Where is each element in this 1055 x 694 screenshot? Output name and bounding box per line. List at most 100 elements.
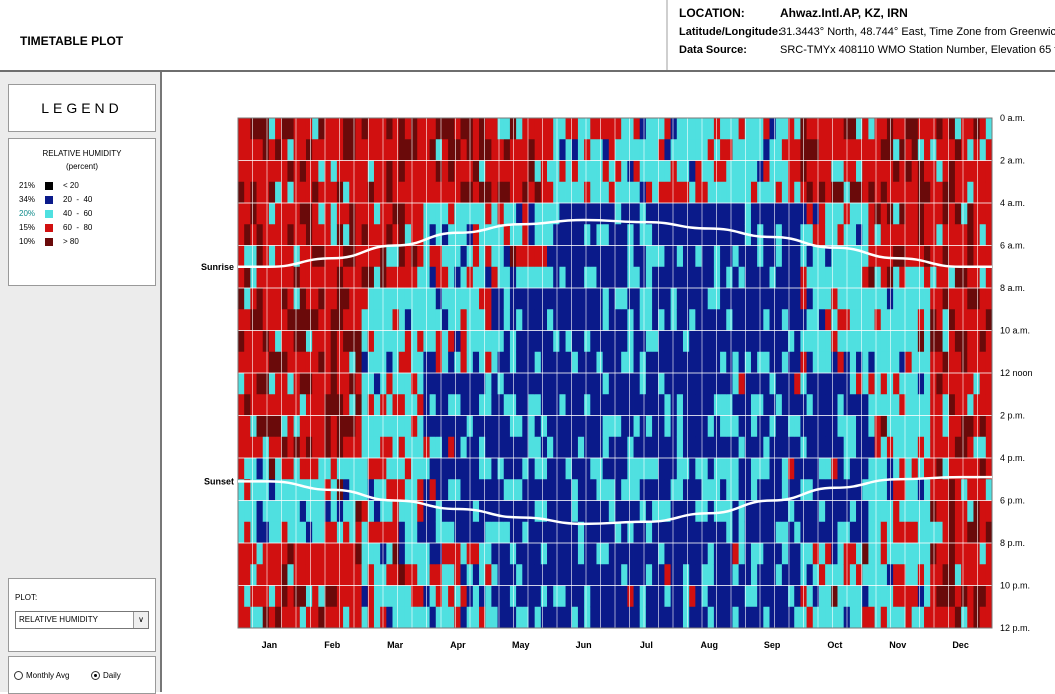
heatmap-cell — [831, 394, 838, 416]
heatmap-cell — [701, 203, 709, 225]
heatmap-cell — [825, 479, 832, 501]
heatmap-cell — [862, 245, 869, 268]
heatmap-cell — [577, 521, 585, 544]
heatmap-cell — [744, 330, 752, 353]
heatmap-cell — [287, 543, 295, 565]
heatmap-cell — [460, 139, 468, 161]
heatmap-cell — [837, 479, 845, 501]
heatmap-cell — [361, 564, 369, 586]
heatmap-cell — [565, 351, 573, 374]
heatmap-cell — [856, 436, 863, 459]
heatmap-cell — [411, 203, 418, 225]
heatmap-cell — [472, 266, 480, 289]
heatmap-cell — [750, 458, 758, 480]
heatmap-cell — [299, 160, 307, 183]
heatmap-cell — [565, 436, 573, 459]
heatmap-cell — [738, 203, 746, 225]
heatmap-cell — [917, 394, 925, 416]
heatmap-cell — [373, 288, 381, 310]
heatmap-cell — [930, 436, 937, 459]
heatmap-cell — [281, 394, 288, 416]
heatmap-cell — [516, 606, 523, 629]
heatmap-cell — [930, 394, 937, 416]
heatmap-cell — [472, 521, 480, 544]
heatmap-cell — [602, 139, 610, 161]
heatmap-cell — [707, 500, 715, 523]
radio-button-icon[interactable] — [14, 671, 23, 680]
heatmap-cell — [534, 309, 542, 331]
heatmap-cell — [713, 373, 721, 395]
heatmap-cell — [584, 224, 591, 246]
radio-daily[interactable]: Daily — [91, 671, 121, 680]
heatmap-cell — [911, 543, 919, 565]
heatmap-cell — [417, 585, 424, 608]
heatmap-cell — [621, 351, 628, 374]
heatmap-cell — [380, 564, 387, 586]
heatmap-cell — [794, 309, 801, 331]
heatmap-cell — [367, 139, 375, 161]
plot-type-select[interactable]: RELATIVE HUMIDITY ∨ — [15, 611, 149, 629]
heatmap-cell — [330, 606, 338, 629]
heatmap-cell — [954, 543, 962, 565]
heatmap-cell — [689, 479, 696, 501]
heatmap-cell — [726, 266, 733, 289]
heatmap-cell — [299, 373, 307, 395]
radio-monthly-avg[interactable]: Monthly Avg — [14, 671, 69, 680]
heatmap-cell — [312, 415, 319, 438]
heatmap-cell — [621, 373, 628, 395]
heatmap-cell — [244, 266, 251, 289]
heatmap-cell — [330, 351, 338, 374]
x-tick-label: Sep — [764, 640, 781, 650]
heatmap-cell — [516, 543, 523, 565]
heatmap-cell — [652, 203, 659, 225]
heatmap-cell — [682, 500, 690, 523]
heatmap-cell — [547, 224, 554, 246]
chevron-down-icon[interactable]: ∨ — [133, 612, 148, 628]
heatmap-cell — [744, 564, 752, 586]
heatmap-cell — [917, 118, 925, 140]
heatmap-cell — [238, 521, 245, 544]
heatmap-cell — [627, 521, 634, 544]
heatmap-cell — [454, 181, 461, 204]
radio-button-icon[interactable] — [91, 671, 100, 680]
heatmap-cell — [973, 436, 981, 459]
heatmap-cell — [664, 436, 672, 459]
heatmap-cell — [479, 479, 486, 501]
y-tick-label: 12 p.m. — [1000, 623, 1030, 633]
heatmap-cell — [868, 521, 875, 544]
heatmap-cell — [621, 181, 628, 204]
heatmap-cell — [967, 330, 974, 353]
heatmap-cell — [682, 543, 690, 565]
heatmap-cell — [936, 521, 943, 544]
heatmap-cell — [602, 415, 610, 438]
heatmap-cell — [652, 139, 659, 161]
heatmap-cell — [460, 181, 468, 204]
heatmap-cell — [936, 181, 943, 204]
heatmap-cell — [503, 436, 511, 459]
heatmap-cell — [639, 351, 647, 374]
heatmap-cell — [299, 458, 307, 480]
heatmap-cell — [874, 543, 882, 565]
heatmap-cell — [454, 606, 461, 629]
heatmap-cell — [361, 330, 369, 353]
heatmap-cell — [262, 181, 270, 204]
heatmap-cell — [485, 203, 492, 225]
heatmap-cell — [948, 564, 956, 586]
heatmap-cell — [633, 521, 641, 544]
heatmap-cell — [769, 585, 777, 608]
heatmap-cell — [596, 458, 604, 480]
heatmap-cell — [435, 564, 443, 586]
heatmap-cell — [615, 458, 622, 480]
heatmap-cell — [954, 139, 962, 161]
heatmap-cell — [738, 118, 746, 140]
heatmap-cell — [652, 585, 659, 608]
heatmap-cell — [590, 543, 597, 565]
heatmap-cell — [639, 415, 647, 438]
heatmap-cell — [658, 479, 665, 501]
heatmap-cell — [670, 309, 678, 331]
heatmap-cell — [788, 394, 795, 416]
heatmap-cell — [726, 373, 733, 395]
heatmap-cell — [404, 224, 412, 246]
heatmap-cell — [472, 415, 480, 438]
heatmap-cell — [417, 606, 424, 629]
